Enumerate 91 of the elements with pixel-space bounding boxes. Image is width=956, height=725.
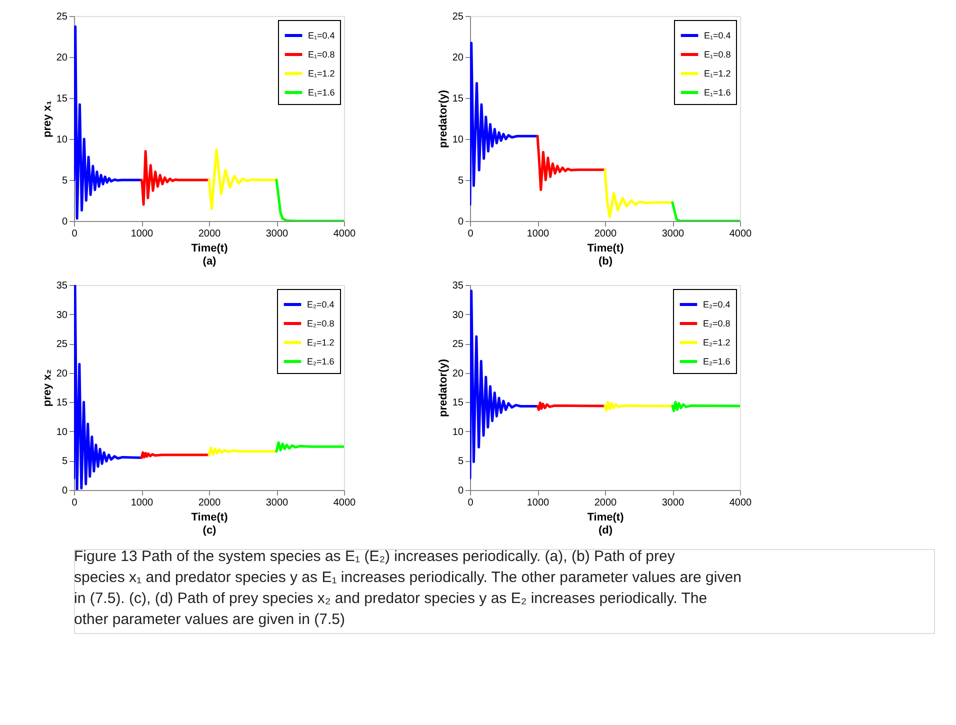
y-tick-label: 5 [458,176,464,186]
y-tick-label: 25 [452,12,464,22]
y-tick-label: 20 [56,52,68,64]
caption: Figure 13 Path of the system species as E₁ (E₂) increases periodically. (a), (b) Path of prey species x₁ and predator species y as E₁ increases periodically. The other parameter values are given in (7.5). (c), (d) Path of prey species x₂ and predator species y as E₂ increases periodically. The other parameter values are given in (7.5) [74,548,742,628]
x-tick-label: 0 [72,228,78,240]
y-tick-label: 5 [62,176,68,186]
x-tick-label: 1000 [526,228,550,240]
y-tick-label: 25 [56,12,68,22]
line-series [208,446,278,456]
x-tick-label: 3000 [662,498,685,508]
legend-label: E₂=1.2 [307,338,334,348]
legend-label: E₂=0.4 [703,300,730,310]
x-tick-label: 2000 [198,228,222,240]
legend-label: E₂=0.8 [307,318,334,328]
x-tick-label: 4000 [729,498,752,508]
x-tick-label: 2000 [594,498,618,508]
text: (a) [202,256,217,268]
x-axis-title: Time(t) [191,512,228,524]
line-series [140,150,210,206]
y-tick-label: 10 [452,134,464,146]
x-tick-label: 4000 [729,228,752,240]
line-series [671,201,740,221]
line-series [536,401,606,412]
x-tick-label: 0 [468,498,474,508]
y-axis-title: predator(y) [437,90,450,148]
line-series [74,25,143,220]
x-tick-label: 1000 [130,228,154,240]
legend-label: E₁=1.2 [704,68,731,78]
y-tick-label: 0 [62,216,68,228]
y-tick-label: 25 [452,339,464,350]
y-tick-label: 15 [452,398,464,409]
x-tick-label: 4000 [333,498,356,508]
line-series [275,178,344,221]
x-tick-label: 4000 [333,228,356,240]
line-series [208,148,278,210]
y-tick-label: 5 [458,456,464,468]
y-tick-label: 35 [452,280,464,292]
x-tick-label: 1000 [130,498,154,508]
x-tick-label: 0 [468,228,474,240]
y-tick-label: 15 [56,398,68,409]
line-series [604,400,674,412]
line-series [470,290,539,480]
y-tick-label: 10 [452,426,464,438]
y-axis-title: prey x₁ [41,100,54,138]
y-tick-label: 15 [56,94,68,104]
text: (d) [598,524,613,536]
y-tick-label: 30 [452,310,464,321]
x-tick-label: 3000 [662,228,685,240]
x-tick-label: 3000 [266,498,289,508]
y-tick-label: 0 [458,216,464,228]
x-tick-label: 2000 [594,228,618,240]
line-series [671,400,740,412]
x-tick-label: 0 [72,498,78,508]
y-tick-label: 20 [452,368,464,380]
legend-label: E₂=1.6 [703,356,730,366]
y-axis-title: prey x₂ [41,369,54,407]
legend-label: E₂=0.8 [703,318,730,328]
y-tick-label: 15 [452,94,464,104]
legend-label: E₁=1.6 [704,88,731,98]
y-tick-label: 0 [62,486,68,496]
legend-label: E₁=1.2 [308,68,335,78]
line-series [275,441,344,453]
y-tick-label: 10 [56,134,68,146]
legend-label: E₁=0.4 [704,30,731,40]
y-tick-label: 10 [56,426,68,438]
legend-label: E₁=0.8 [308,50,335,60]
legend-label: E₁=0.4 [308,30,335,40]
y-axis-title: predator(y) [437,358,450,418]
x-tick-label: 1000 [526,498,550,508]
legend-label: E₂=1.6 [307,356,334,366]
x-tick-label: 3000 [266,228,289,240]
text: (b) [598,256,613,268]
line-series [470,42,539,206]
line-series [604,168,674,218]
legend-label: E₂=0.4 [307,300,334,310]
y-tick-label: 30 [56,310,68,321]
legend-label: E₁=1.6 [308,88,335,98]
x-tick-label: 2000 [198,498,222,508]
legend-label: E₁=0.8 [704,50,731,60]
text: (c) [202,524,217,536]
y-tick-label: 20 [56,368,68,380]
legend-label: E₂=1.2 [703,338,730,348]
y-tick-label: 0 [458,486,464,496]
y-tick-label: 25 [56,339,68,350]
line-series [536,134,606,192]
y-tick-label: 20 [452,52,464,64]
y-tick-label: 35 [56,280,68,292]
y-tick-label: 5 [62,456,68,468]
x-axis-title: Time(t) [587,242,624,254]
x-axis-title: Time(t) [191,242,228,254]
x-axis-title: Time(t) [587,512,624,524]
